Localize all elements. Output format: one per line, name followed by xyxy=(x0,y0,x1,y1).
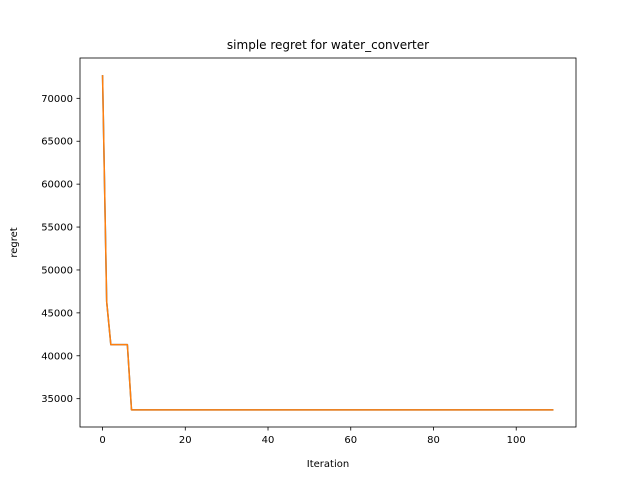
series-layer xyxy=(101,75,554,411)
y-tick-label: 65000 xyxy=(41,137,73,148)
y-tick-label: 50000 xyxy=(41,265,73,276)
y-tick-label: 70000 xyxy=(41,94,73,105)
y-tick-label: 45000 xyxy=(41,308,73,319)
x-tick-label: 60 xyxy=(344,435,357,446)
y-axis-label: regret xyxy=(9,227,20,257)
x-axis-ticks: 0 20 40 60 80 100 xyxy=(99,427,526,446)
x-tick-label: 20 xyxy=(179,435,192,446)
y-tick-label: 55000 xyxy=(41,223,73,234)
x-tick-label: 80 xyxy=(427,435,440,446)
x-tick-label: 0 xyxy=(99,435,105,446)
chart-title: simple regret for water_converter xyxy=(227,38,429,52)
y-tick-label: 40000 xyxy=(41,351,73,362)
y-tick-label: 60000 xyxy=(41,180,73,191)
series-line-2 xyxy=(101,75,554,411)
y-tick-label: 35000 xyxy=(41,394,73,405)
x-tick-label: 100 xyxy=(507,435,526,446)
x-axis-label: Iteration xyxy=(307,459,349,470)
plot-frame xyxy=(79,57,577,428)
y-axis-ticks: 35000 40000 45000 50000 55000 60000 65000 70000 xyxy=(41,94,80,405)
x-tick-label: 40 xyxy=(262,435,275,446)
